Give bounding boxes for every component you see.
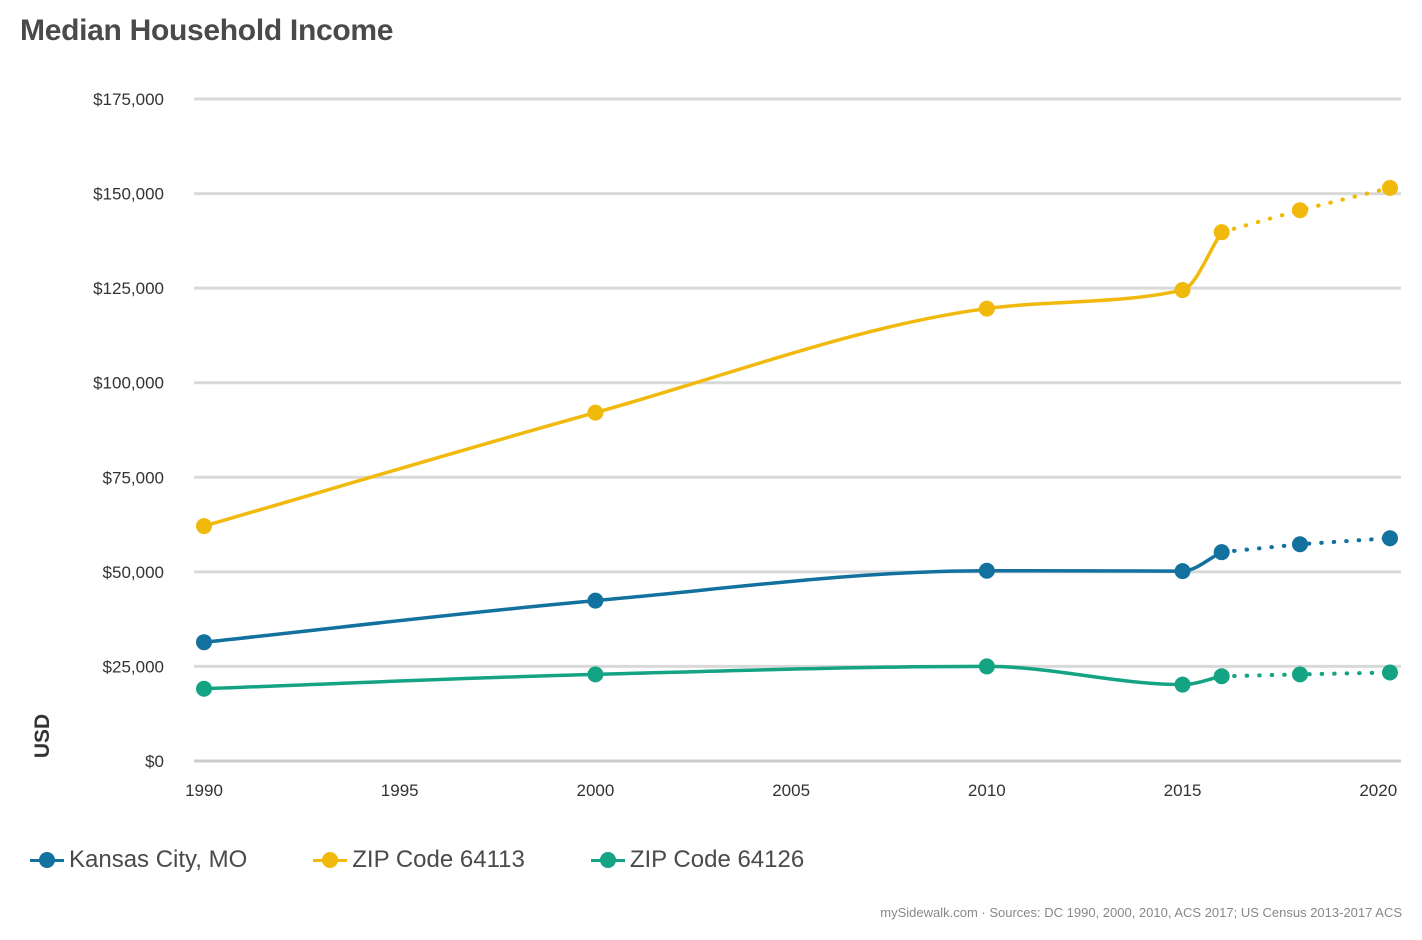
data-point[interactable] <box>1174 282 1191 299</box>
legend-label: ZIP Code 64126 <box>629 846 805 873</box>
y-axis-title: USD <box>31 714 54 758</box>
data-point[interactable] <box>587 592 604 609</box>
x-tick-label: 2000 <box>577 781 615 800</box>
data-point[interactable] <box>1382 530 1398 547</box>
x-axis-ticks: 1990 1995 2000 2005 2010 2015 2020 <box>185 781 1397 800</box>
x-tick-label: 2015 <box>1164 781 1202 800</box>
series-line <box>202 550 1224 644</box>
series-line <box>202 664 1224 691</box>
x-tick-label: 1995 <box>381 781 419 800</box>
y-axis-ticks: $0 $25,000 $50,000 $75,000 $100,000 $125,000 $… <box>93 90 164 771</box>
data-point[interactable] <box>1213 668 1230 685</box>
data-point[interactable] <box>978 300 995 317</box>
y-tick-label: $125,000 <box>93 279 164 298</box>
x-tick-label: 1990 <box>185 781 223 800</box>
data-point[interactable] <box>196 680 212 697</box>
data-point[interactable] <box>1213 544 1230 561</box>
series-kansas_city <box>196 530 1398 651</box>
legend-label: ZIP Code 64113 <box>352 846 525 873</box>
data-point[interactable] <box>1291 536 1308 553</box>
data-point[interactable] <box>587 666 604 683</box>
source-note: mySidewalk.com · Sources: DC 1990, 2000,… <box>880 905 1402 920</box>
data-point[interactable] <box>1291 202 1308 219</box>
legend-label: Kansas City, MO <box>69 846 248 873</box>
data-point[interactable] <box>1291 666 1308 683</box>
series-projected-line <box>1219 185 1392 235</box>
y-tick-label: $100,000 <box>93 374 164 393</box>
y-tick-label: $175,000 <box>93 90 164 109</box>
legend-item-zip-64113[interactable]: ZIP Code 64113 <box>313 846 525 874</box>
grid-lines <box>194 97 1401 763</box>
data-point[interactable] <box>1213 224 1230 241</box>
legend: Kansas City, MO ZIP Code 64113 ZIP Code … <box>30 846 870 874</box>
series-zip_64126 <box>196 658 1398 697</box>
legend-marker-icon <box>30 852 64 868</box>
legend-item-kansas-city[interactable]: Kansas City, MO <box>30 846 247 874</box>
legend-marker-icon <box>590 852 625 868</box>
legend-marker-icon <box>313 852 348 868</box>
y-tick-label: $25,000 <box>103 657 164 676</box>
data-point[interactable] <box>1174 676 1191 693</box>
y-tick-label: $150,000 <box>93 185 164 204</box>
series-line <box>202 230 1224 528</box>
y-tick-label: $0 <box>145 752 164 771</box>
legend-item-zip-64126[interactable]: ZIP Code 64126 <box>590 846 805 874</box>
chart-title: Median Household Income <box>20 14 394 47</box>
data-point[interactable] <box>978 562 995 579</box>
data-point[interactable] <box>1382 664 1398 681</box>
data-point[interactable] <box>196 634 212 651</box>
series-lines <box>196 179 1398 697</box>
x-tick-label: 2020 <box>1359 781 1397 800</box>
data-point[interactable] <box>587 404 604 421</box>
x-tick-label: 2010 <box>968 781 1006 800</box>
series-projected-line <box>1219 670 1392 679</box>
data-point[interactable] <box>1382 179 1398 196</box>
x-tick-label: 2005 <box>772 781 810 800</box>
data-point[interactable] <box>978 658 995 675</box>
data-point[interactable] <box>196 518 212 535</box>
y-tick-label: $75,000 <box>103 468 164 487</box>
data-point[interactable] <box>1174 563 1191 580</box>
y-tick-label: $50,000 <box>103 563 164 582</box>
line-chart: $0 $25,000 $50,000 $75,000 $100,000 $125,000 $… <box>31 90 1401 800</box>
series-zip_64113 <box>196 179 1398 535</box>
series-projected-line <box>1219 536 1392 555</box>
